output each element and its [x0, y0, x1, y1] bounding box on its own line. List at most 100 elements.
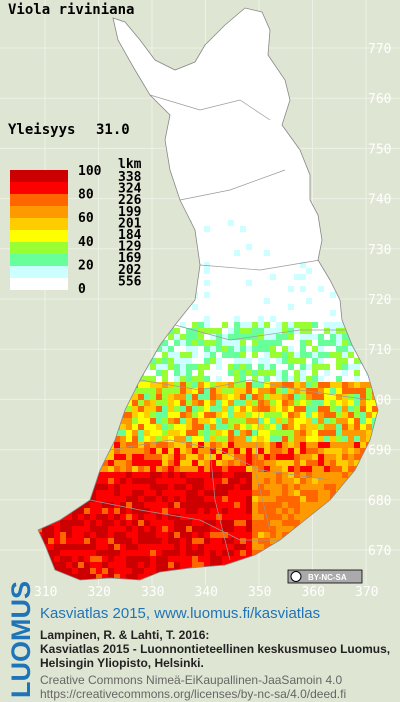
heat-cell [378, 526, 384, 532]
heat-cell [54, 430, 60, 436]
heat-cell [192, 520, 198, 526]
heat-cell [360, 424, 366, 430]
heat-cell [180, 496, 186, 502]
heat-cell [90, 508, 96, 514]
heat-cell [38, 448, 42, 454]
heat-cell [240, 562, 246, 568]
heat-cell [330, 412, 336, 418]
heat-cell [330, 478, 336, 484]
heat-cell [150, 484, 156, 490]
heat-cell [228, 406, 234, 412]
heat-cell [372, 430, 378, 436]
heat-cell [336, 520, 342, 526]
heat-cell [300, 526, 306, 532]
heat-cell [168, 532, 174, 538]
heat-cell [312, 436, 318, 442]
heat-cell [228, 430, 234, 436]
heat-cell [318, 400, 324, 406]
legend-count: 324 [118, 182, 142, 197]
heat-cell [30, 412, 36, 418]
heat-cell [174, 424, 180, 430]
citation: Lampinen, R. & Lahti, T. 2016: [40, 628, 209, 642]
heat-cell [186, 544, 192, 550]
heat-cell [222, 556, 228, 562]
heat-cell [300, 400, 306, 406]
heat-cell [78, 568, 84, 574]
heat-cell [102, 424, 108, 430]
heat-cell [300, 478, 306, 484]
license: https://creativecommons.org/licenses/by-… [40, 687, 346, 701]
legend-count: 202 [118, 263, 141, 278]
heat-cell [288, 358, 294, 364]
grid-label: 310 [34, 585, 57, 600]
heat-cell [228, 412, 234, 418]
heat-cell [384, 484, 390, 490]
heat-cell [246, 346, 252, 352]
heat-cell [264, 424, 270, 430]
heat-cell [120, 490, 126, 496]
heat-cell [126, 460, 132, 466]
heat-cell [234, 556, 240, 562]
heat-cell [270, 448, 276, 454]
heat-cell [90, 490, 96, 496]
heat-cell [366, 364, 372, 370]
heat-cell [114, 544, 120, 550]
heat-cell [234, 424, 240, 430]
heat-cell [288, 496, 294, 502]
heat-cell [312, 508, 318, 514]
heat-cell [258, 466, 264, 472]
heat-cell [48, 334, 54, 340]
heat-cell [276, 520, 282, 526]
heat-cell [54, 490, 60, 496]
heat-cell [264, 550, 270, 556]
grid-label: 720 [368, 293, 391, 308]
heat-cell [306, 430, 312, 436]
heat-cell [216, 502, 222, 508]
heat-cell [228, 472, 234, 478]
heat-cell [120, 424, 126, 430]
heat-cell [108, 460, 114, 466]
heat-cell [150, 430, 156, 436]
heat-cell [108, 454, 114, 460]
heat-cell [180, 520, 186, 526]
heat-cell [210, 358, 216, 364]
heat-cell [114, 322, 120, 328]
heat-cell [186, 406, 192, 412]
heat-cell [258, 484, 264, 490]
heat-cell [264, 334, 270, 340]
heat-cell [66, 532, 72, 538]
heat-cell [336, 538, 342, 544]
heat-cell [102, 412, 108, 418]
heat-cell [38, 478, 42, 484]
heat-cell [90, 352, 96, 358]
heat-cell [240, 442, 246, 448]
heat-cell [330, 292, 336, 298]
heat-cell [240, 484, 246, 490]
heat-cell [156, 424, 162, 430]
heat-cell [180, 382, 186, 388]
heat-cell [372, 478, 378, 484]
heat-cell [336, 502, 342, 508]
heat-cell [294, 508, 300, 514]
heat-cell [126, 400, 132, 406]
heat-cell [324, 394, 330, 400]
heat-cell [336, 412, 342, 418]
heat-cell [354, 382, 360, 388]
heat-cell [186, 358, 192, 364]
heat-cell [38, 496, 42, 502]
heat-cell [162, 346, 168, 352]
heat-cell [336, 496, 342, 502]
heat-cell [234, 526, 240, 532]
heat-cell [126, 484, 132, 490]
heat-cell [312, 370, 318, 376]
heat-cell [366, 334, 372, 340]
heat-cell [252, 418, 258, 424]
heat-cell [240, 574, 246, 580]
heat-cell [288, 448, 294, 454]
heat-cell [174, 460, 180, 466]
heat-cell [330, 448, 336, 454]
heat-cell [48, 460, 54, 466]
heat-cell [366, 568, 372, 574]
heat-cell [204, 532, 210, 538]
heat-cell [354, 490, 360, 496]
